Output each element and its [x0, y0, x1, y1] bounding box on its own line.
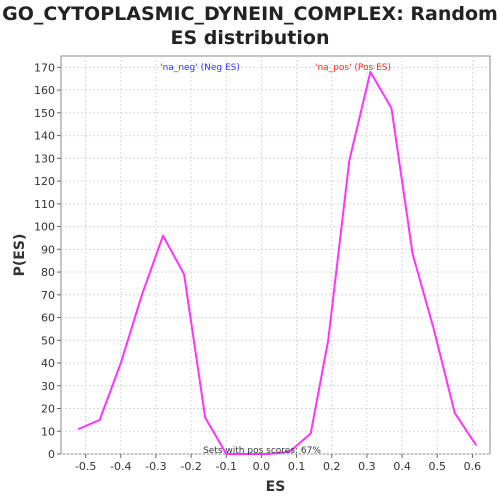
legend-entry: 'na_pos' (Pos ES) [315, 63, 391, 73]
data-point [225, 453, 228, 455]
x-tick-label: 0.2 [323, 460, 341, 473]
y-tick-label: 40 [41, 357, 55, 370]
y-tick-label: 130 [34, 152, 55, 165]
x-tick-label: 0.5 [429, 460, 447, 473]
es-distribution-line [78, 70, 477, 455]
data-point [246, 453, 249, 455]
data-point [204, 416, 206, 419]
axis-ticks: 0 10 20 30 40 50 60 70 80 90 100 110 120 130 140 150 160… [34, 61, 481, 473]
data-point [119, 362, 122, 364]
x-tick-label: 0.0 [253, 460, 271, 473]
data-point [183, 273, 185, 276]
data-point [348, 159, 351, 162]
y-tick-label: 170 [34, 61, 55, 74]
series-layer [77, 70, 477, 455]
legend: 'na_neg' (Neg ES) 'na_pos' (Pos ES) [160, 63, 391, 73]
annotation-pos-scores: Sets with pos scores: 67% [203, 446, 321, 456]
x-tick-label: 0.4 [393, 460, 411, 473]
y-tick-label: 10 [41, 425, 55, 438]
legend-entry: 'na_neg' (Neg ES) [160, 63, 240, 73]
data-point [288, 450, 291, 453]
y-tick-label: 150 [34, 107, 55, 120]
x-tick-label: -0.2 [180, 460, 201, 473]
data-point [162, 234, 164, 237]
y-tick-label: 80 [41, 266, 55, 279]
y-tick-label: 20 [41, 403, 55, 416]
data-point [77, 428, 80, 430]
data-point [411, 253, 414, 255]
y-tick-label: 0 [48, 448, 55, 461]
data-point [98, 419, 101, 421]
data-point [475, 444, 477, 446]
data-point [327, 339, 330, 342]
y-tick-label: 110 [34, 198, 55, 211]
y-axis-label: P(ES) [12, 234, 28, 277]
x-tick-label: -0.4 [110, 460, 131, 473]
y-tick-label: 30 [41, 380, 55, 393]
y-tick-label: 160 [34, 84, 55, 97]
x-tick-label: 0.1 [288, 460, 306, 473]
y-tick-label: 70 [41, 289, 55, 302]
plot-area [60, 55, 491, 455]
x-tick-label: 0.3 [358, 460, 376, 473]
data-point [454, 412, 456, 414]
data-point [141, 294, 143, 296]
data-point [390, 107, 393, 110]
data-point [309, 432, 312, 435]
y-tick-label: 140 [34, 130, 55, 143]
data-point [432, 328, 435, 330]
data-point [267, 453, 270, 455]
x-tick-label: 0.6 [464, 460, 482, 473]
chart-title: GO_CYTOPLASMIC_DYNEIN_COMPLEX: Random ES… [0, 2, 500, 50]
y-tick-label: 100 [34, 221, 55, 234]
x-tick-label: -0.3 [145, 460, 166, 473]
data-point [369, 71, 372, 73]
y-tick-label: 90 [41, 243, 55, 256]
chart-title-line1: GO_CYTOPLASMIC_DYNEIN_COMPLEX: Random [2, 3, 498, 25]
y-tick-label: 50 [41, 334, 55, 347]
x-tick-label: -0.5 [75, 460, 96, 473]
y-tick-label: 60 [41, 312, 55, 325]
chart-title-line2: ES distribution [170, 27, 330, 49]
x-axis-label: ES [266, 479, 286, 495]
x-tick-label: -0.1 [216, 460, 237, 473]
y-tick-label: 120 [34, 175, 55, 188]
